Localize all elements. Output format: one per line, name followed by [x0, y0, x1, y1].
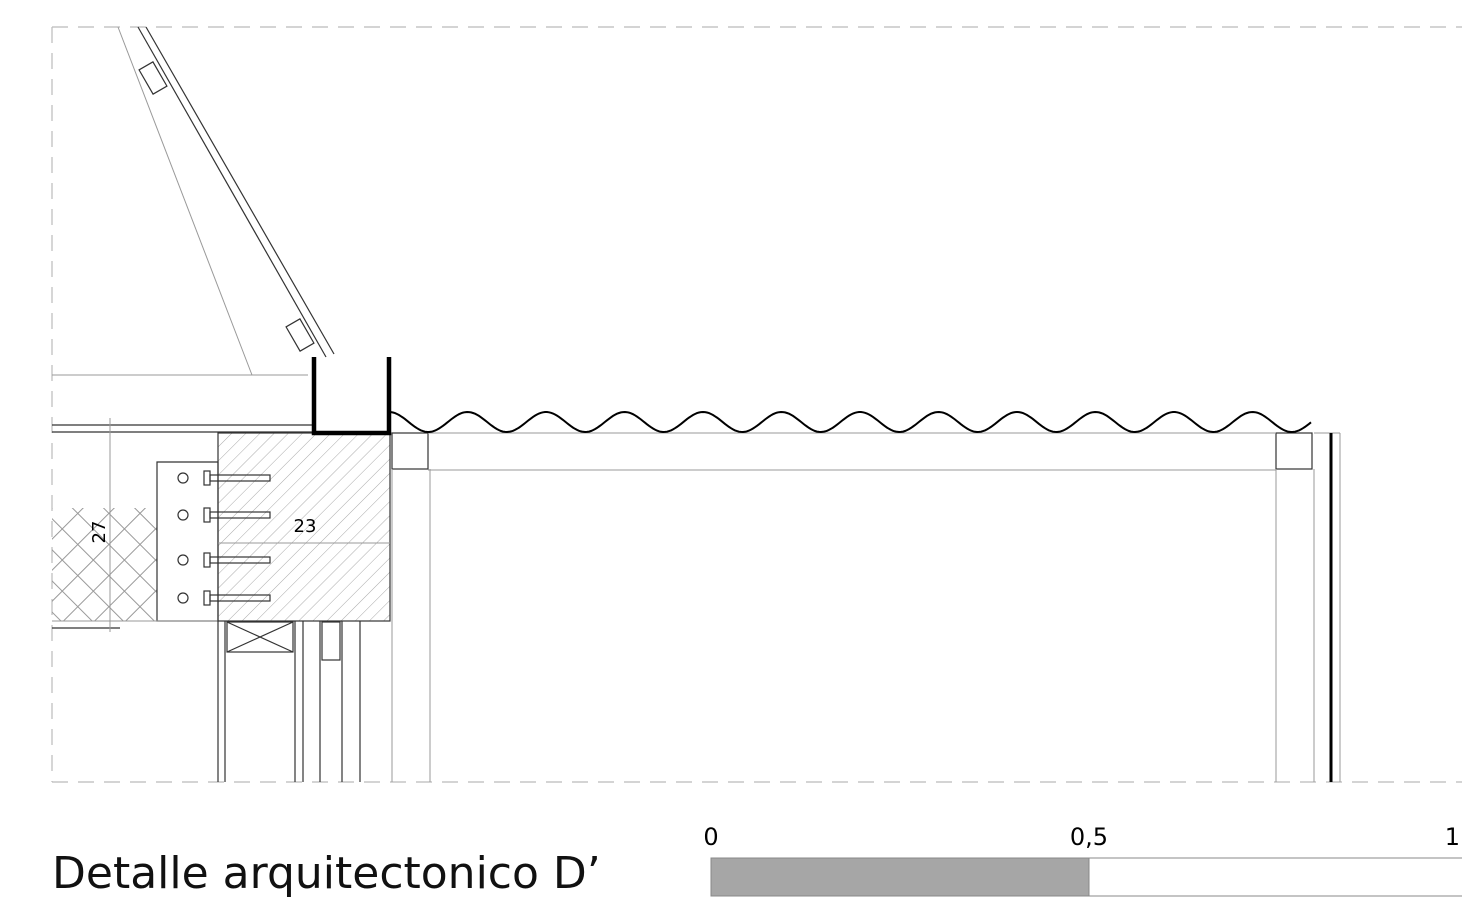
dimension-label: 23	[294, 516, 317, 537]
roof-slope	[52, 26, 335, 376]
bolts	[177, 470, 271, 606]
structure	[391, 432, 1341, 782]
corrugated-sheet	[388, 410, 1312, 434]
title: Detalle arquitectonico D’	[52, 848, 601, 899]
dimension-label: 27	[89, 521, 110, 544]
gutter	[311, 357, 392, 436]
dimensions: 27 23	[89, 418, 390, 632]
scale-bar: 0 0,5 1	[703, 823, 1462, 897]
scale-label: 0	[703, 823, 718, 851]
slab	[52, 424, 391, 629]
wall	[217, 621, 361, 782]
frame	[51, 26, 1462, 783]
scale-label: 0,5	[1070, 823, 1108, 851]
scale-label: 1	[1445, 823, 1460, 851]
